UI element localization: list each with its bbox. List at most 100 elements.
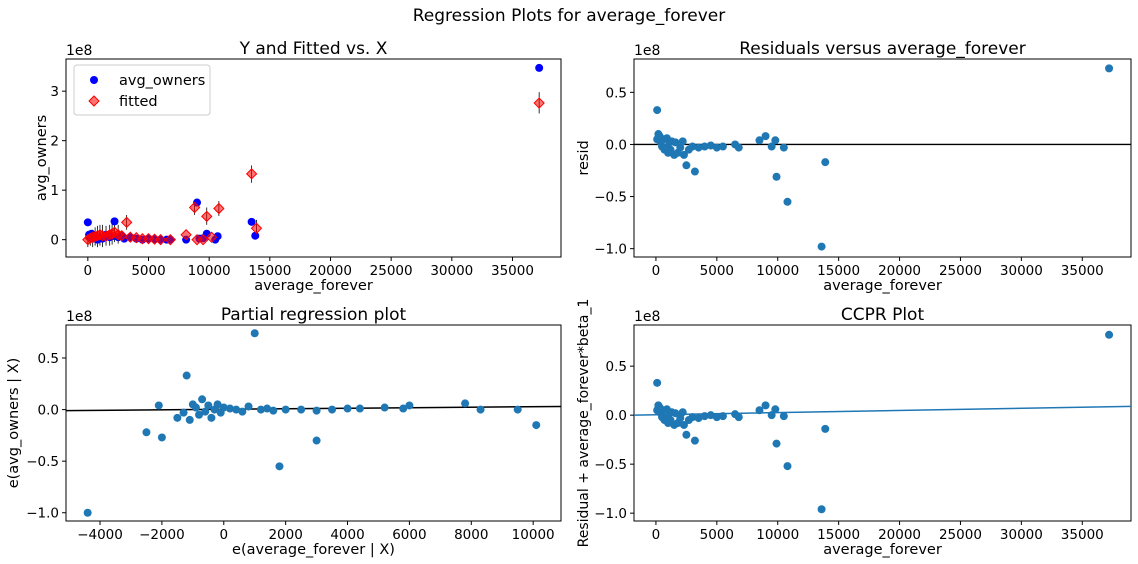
y-tick-label: 0.5: [606, 359, 627, 375]
data-point-partial-residuals: [275, 462, 284, 471]
panel-title: Residuals versus average_forever: [739, 39, 1026, 59]
panel-title: Partial regression plot: [221, 305, 407, 325]
data-point-component-residual: [771, 405, 780, 414]
y-tick-label: −1.0: [594, 242, 627, 258]
data-point-resid: [700, 142, 709, 151]
x-tick-label: 15000: [817, 263, 860, 279]
data-point-component-residual: [690, 436, 699, 445]
data-point-partial-residuals: [405, 401, 414, 410]
x-tick-label: 35000: [491, 263, 534, 279]
data-point-partial-residuals: [238, 407, 247, 416]
y-tick-label: −1.0: [594, 506, 627, 522]
x-tick-label: 25000: [370, 263, 413, 279]
data-point-partial-residuals: [532, 421, 541, 430]
x-tick-label: 8000: [454, 527, 488, 543]
data-point-component-residual: [671, 409, 680, 418]
y-offset-label: 1e8: [66, 309, 92, 325]
y-axis-label: e(avg_owners | X): [6, 358, 22, 489]
y-tick-label: −0.5: [594, 457, 627, 473]
data-point-resid: [821, 158, 830, 167]
data-point-partial-residuals: [256, 405, 265, 414]
data-point-resid: [694, 143, 703, 152]
data-point-resid: [690, 167, 699, 176]
y-tick-label: −0.5: [26, 454, 59, 470]
data-point-resid: [676, 143, 685, 152]
data-point-component-residual: [653, 378, 662, 387]
data-point-fitted: [116, 230, 128, 242]
data-point-component-residual: [679, 420, 688, 429]
panel-title: CCPR Plot: [841, 305, 925, 325]
y-offset-label: 1e8: [634, 309, 660, 325]
data-point-resid: [682, 161, 691, 170]
figure-suptitle: Regression Plots for average_forever: [413, 6, 726, 26]
data-point-partial-residuals: [173, 413, 182, 422]
data-point-partial-residuals: [225, 404, 234, 413]
x-tick-label: 25000: [939, 527, 982, 543]
data-point-resid: [755, 136, 764, 145]
x-tick-label: 30000: [1000, 263, 1043, 279]
data-point-partial-residuals: [83, 508, 92, 517]
data-point-fitted: [245, 168, 258, 180]
x-tick-label: −4000: [77, 527, 123, 543]
data-point-partial-residuals: [232, 405, 241, 414]
data-point-partial-residuals: [355, 404, 364, 413]
panel-residuals: Residuals versus average_forever 1e8 ave…: [576, 39, 1132, 294]
data-point-partial-residuals: [380, 403, 389, 412]
y-offset-label: 1e8: [634, 43, 660, 59]
data-point-partial-residuals: [179, 408, 188, 417]
data-point-partial-residuals: [219, 403, 228, 412]
data-point-component-residual: [761, 401, 770, 410]
x-axis-label: average_forever: [823, 542, 942, 558]
data-point-fitted: [154, 233, 167, 246]
data-point-partial-residuals: [195, 410, 204, 419]
data-point-partial-residuals: [312, 406, 321, 415]
data-point-partial-residuals: [263, 404, 272, 413]
data-point-avg-owners: [535, 63, 544, 72]
data-point-partial-residuals: [207, 413, 216, 422]
x-tick-label: 5000: [700, 263, 734, 279]
data-point-fitted: [205, 231, 218, 243]
data-point-component-residual: [772, 439, 781, 448]
data-point-component-residual: [767, 411, 776, 420]
y-tick-label: 0.0: [38, 403, 59, 419]
y-axis-label: resid: [576, 140, 592, 175]
data-point-partial-residuals: [513, 405, 522, 414]
data-point-resid: [779, 143, 788, 152]
data-point-resid: [678, 137, 687, 146]
data-point-fitted: [164, 233, 177, 246]
x-tick-label: 35000: [1061, 527, 1104, 543]
y-tick-label: 0.5: [606, 85, 627, 101]
x-tick-label: 10000: [756, 263, 799, 279]
data-point-partial-residuals: [297, 405, 306, 414]
x-tick-label: 4000: [330, 527, 364, 543]
data-point-partial-residuals: [182, 371, 191, 380]
data-point-fitted: [188, 201, 201, 214]
x-tick-label: 30000: [430, 263, 473, 279]
y-tick-label: −0.5: [594, 190, 627, 206]
data-point-partial-residuals: [269, 406, 278, 415]
data-point-component-residual: [682, 430, 691, 439]
data-point-fitted: [201, 210, 213, 223]
data-point-resid: [679, 150, 688, 159]
panel-title: Y and Fitted vs. X: [239, 39, 388, 59]
data-point-fitted: [197, 233, 209, 246]
x-tick-label: 6000: [392, 527, 426, 543]
data-point-partial-residuals: [476, 405, 485, 414]
data-point-partial-residuals: [281, 405, 290, 414]
data-point-component-residual: [783, 462, 792, 471]
data-point-partial-residuals: [185, 415, 194, 424]
panel-ccpr: CCPR Plot 1e8 average_forever Residual +…: [576, 299, 1132, 558]
data-point-component-residual: [755, 406, 764, 415]
y-tick-label: 1: [50, 183, 59, 199]
data-point-resid: [771, 136, 780, 145]
data-point-resid: [767, 142, 776, 151]
data-point-component-residual: [694, 414, 703, 423]
data-point-partial-residuals: [191, 403, 200, 412]
data-point-partial-residuals: [250, 329, 259, 338]
x-tick-label: −2000: [139, 527, 185, 543]
data-point-partial-residuals: [399, 404, 408, 413]
x-tick-label: 2000: [268, 527, 302, 543]
x-tick-label: 20000: [878, 527, 921, 543]
data-point-fitted: [533, 97, 545, 109]
